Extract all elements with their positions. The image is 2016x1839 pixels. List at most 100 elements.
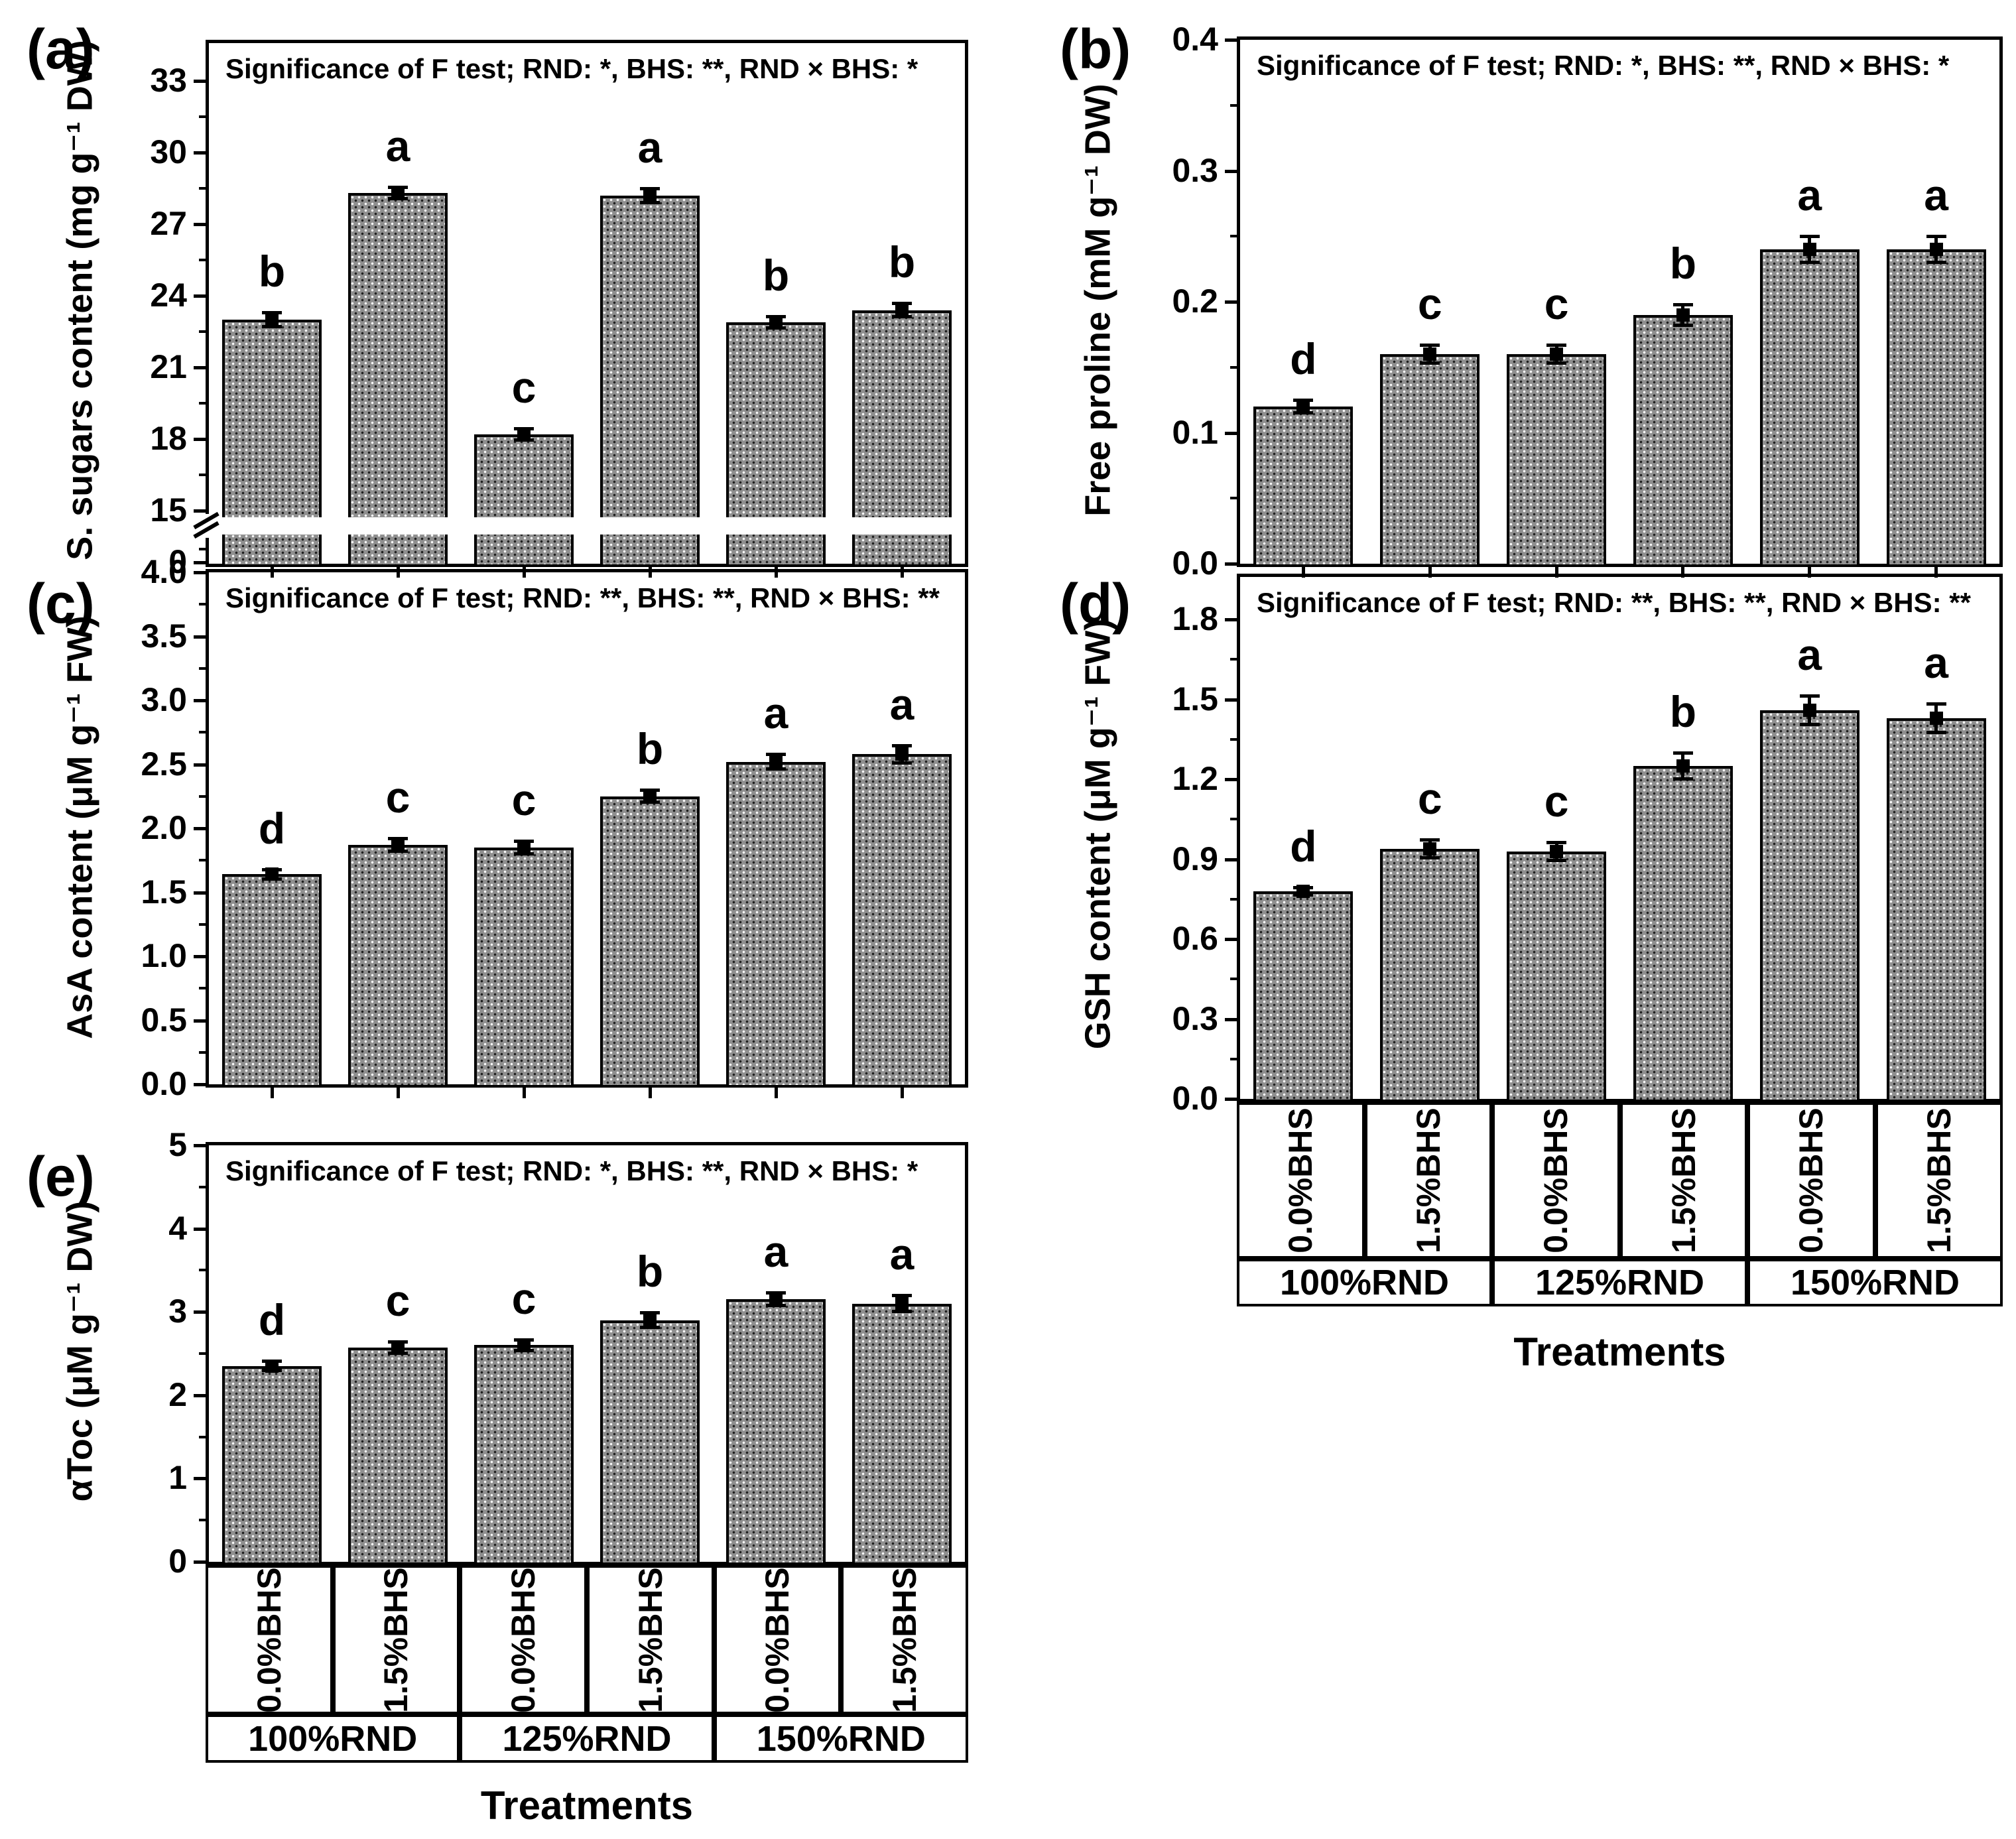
y-tick-label: 2.5 (141, 745, 187, 783)
sig-letter-e-2: c (385, 1276, 410, 1326)
sig-letter-c-5: a (763, 688, 788, 738)
error-bar-cap (766, 767, 786, 771)
sig-letter-d-5: a (1797, 629, 1822, 679)
y-minor-tick (199, 922, 206, 926)
mean-marker (895, 1297, 909, 1310)
x-tick (1681, 567, 1685, 578)
y-minor-tick (199, 330, 206, 333)
y-minor-tick (1230, 235, 1237, 238)
y-minor-tick (199, 1050, 206, 1054)
y-tick-label: 30 (150, 133, 187, 170)
mean-marker (391, 186, 405, 200)
x-tick (396, 567, 400, 578)
bar-d-3 (1507, 851, 1607, 1102)
error-bar-cap (892, 1294, 912, 1298)
error-bar-cap (1546, 840, 1567, 844)
y-tick (194, 1144, 206, 1147)
y-minor-tick (199, 859, 206, 862)
y-minor-tick (199, 666, 206, 670)
bar-c-3 (474, 847, 574, 1088)
treatment-cell-rnd: 125%RND (460, 1714, 714, 1763)
sig-letter-b-1: d (1290, 334, 1317, 384)
mean-marker (1550, 844, 1564, 858)
y-minor-tick (199, 259, 206, 261)
x-tick (1934, 567, 1938, 578)
error-bar-cap (1420, 344, 1440, 348)
error-bar-cap (640, 1326, 660, 1330)
panel-label-c: (c) (27, 572, 95, 635)
error-bar-cap (640, 1311, 660, 1315)
significance-text-b: Significance of F test; RND: *, BHS: **,… (1257, 50, 1950, 81)
x-tick (270, 567, 274, 578)
bhs-label: 1.5%BHS (886, 1566, 924, 1713)
bar-e-2 (348, 1348, 448, 1565)
y-tick (194, 80, 206, 83)
bhs-label: 1.5%BHS (1920, 1108, 1958, 1253)
mean-marker (1929, 243, 1943, 256)
y-minor-tick (1230, 658, 1237, 661)
bar-b-2 (1380, 354, 1480, 567)
bar-a-3 (474, 434, 574, 567)
bar-b-3 (1507, 354, 1607, 567)
error-bar-cap (1546, 361, 1567, 365)
mean-marker (1676, 759, 1690, 773)
axis-break-band (209, 517, 965, 535)
treatment-cell-rnd: 150%RND (1747, 1259, 2003, 1306)
mean-marker (265, 1359, 279, 1373)
x-tick (522, 1088, 526, 1098)
y-minor-tick (199, 1435, 206, 1438)
error-bar-cap (1799, 694, 1820, 698)
y-tick (1225, 169, 1237, 173)
bar-e-1 (222, 1365, 322, 1565)
bar-e-6 (852, 1303, 952, 1565)
treatment-cell-rnd: 100%RND (206, 1714, 460, 1763)
y-tick (1225, 618, 1237, 622)
y-tick-label: 1 (168, 1459, 187, 1497)
y-minor-tick (199, 794, 206, 798)
error-bar-cap (1926, 702, 1946, 706)
bhs-label: 0.0%BHS (505, 1566, 542, 1713)
y-tick (194, 1477, 206, 1481)
mean-marker (895, 747, 909, 761)
bhs-label: 1.5%BHS (1665, 1108, 1702, 1253)
y-tick (194, 366, 206, 369)
error-bar-cap (1420, 361, 1440, 365)
mean-marker (265, 867, 279, 881)
y-tick-label: 0.3 (1172, 151, 1218, 189)
plot-area-e (206, 1142, 968, 1565)
y-tick-label: 15 (150, 491, 187, 529)
y-tick-label: 1.0 (141, 937, 187, 974)
y-tick (1225, 778, 1237, 782)
y-tick (1225, 38, 1237, 42)
y-tick (1225, 431, 1237, 435)
y-tick (194, 1310, 206, 1314)
sig-letter-d-4: b (1669, 687, 1697, 736)
sig-letter-a-2: a (385, 121, 410, 171)
treatment-cell-bhs: 1.5%BHS (1619, 1102, 1747, 1259)
x-axis-title-e: Treatments (480, 1783, 694, 1828)
sig-letter-e-3: c (511, 1273, 536, 1323)
bar-c-4 (600, 796, 700, 1088)
sig-letter-d-6: a (1924, 637, 1948, 687)
y-tick-label: 0 (168, 1543, 187, 1580)
error-bar-cap (1799, 722, 1820, 726)
mean-marker (517, 1338, 531, 1352)
sig-letter-c-2: c (385, 773, 410, 822)
sig-letter-c-4: b (636, 724, 664, 774)
y-tick-label: 0.0 (1172, 1080, 1218, 1117)
sig-letter-a-6: b (888, 237, 916, 286)
y-tick (1225, 857, 1237, 861)
y-minor-tick (1230, 497, 1237, 500)
treatment-cell-bhs: 0.0%BHS (1237, 1102, 1365, 1259)
x-tick (900, 567, 904, 578)
y-tick-label: 24 (150, 277, 187, 314)
error-bar-cap (1672, 302, 1693, 306)
error-bar-cap (262, 311, 282, 315)
y-tick-label: 0 (168, 543, 187, 580)
x-tick (648, 567, 652, 578)
y-tick (194, 1019, 206, 1023)
y-tick-label: 0.0 (1172, 544, 1218, 582)
error-bar-cap (1799, 260, 1820, 264)
y-minor-tick (199, 548, 206, 550)
